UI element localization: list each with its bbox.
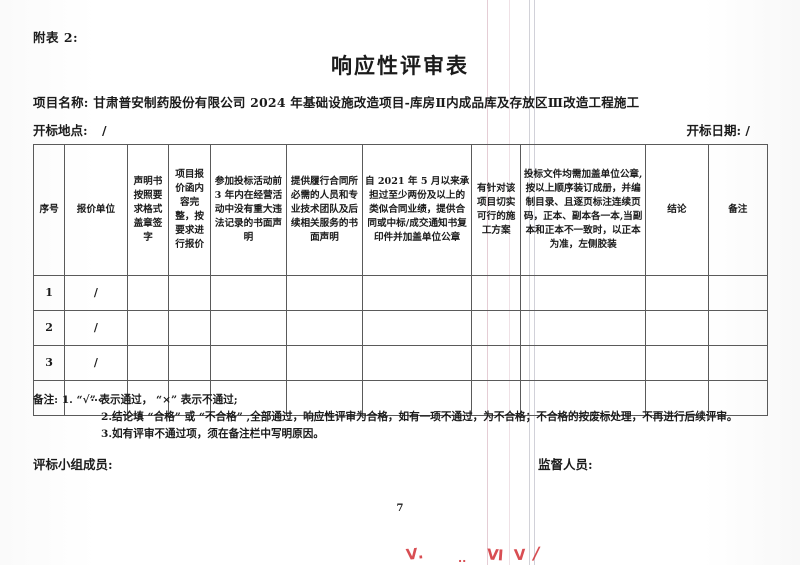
- notes-first-line: 备注: 1. “√” 表示通过， “×” 表示不通过;: [33, 392, 773, 409]
- cell-index: [32, 380, 66, 416]
- bid-date: 开标日期: /: [686, 120, 750, 139]
- column-header-remark: 备注: [707, 144, 769, 276]
- cell-unit[interactable]: /: [64, 275, 128, 311]
- cell-remark[interactable]: [707, 380, 769, 416]
- column-header-binding-requirements: 投标文件均需加盖单位公章,按以上顺序装订成册，并编制目录、且逐页标注连续页码，正…: [520, 144, 647, 276]
- table-body: 1 / 2 /: [32, 275, 769, 416]
- cell-no-illegal-record[interactable]: [209, 310, 287, 346]
- cell-no-illegal-record[interactable]: [209, 345, 287, 381]
- cell-binding-requirements[interactable]: [520, 275, 647, 311]
- column-header-statement-seal: 声明书按照要求格式盖章签字: [126, 144, 170, 276]
- cell-similar-contracts[interactable]: [361, 310, 473, 346]
- cell-personnel-team[interactable]: [285, 310, 363, 346]
- column-header-quotation-letter: 项目报价函内容完整，按要求进行报价: [168, 144, 211, 276]
- page-number: 7: [396, 503, 404, 514]
- table-row[interactable]: 3 /: [32, 345, 769, 381]
- cell-statement-seal[interactable]: [126, 310, 170, 346]
- responsiveness-review-table: 序号 报价单位 声明书按照要求格式盖章签字 项目报价函内容完整，按要求进行报价 …: [32, 144, 769, 416]
- column-header-no-illegal-record: 参加投标活动前 3 年内在经营活动中没有重大违法记录的书面声明: [209, 144, 287, 276]
- cell-unit[interactable]: …: [64, 380, 128, 416]
- project-name-value: 甘肃普安制药股份有限公司 2024 年基础设施改造项目-库房Ⅱ内成品库及存放区Ⅲ…: [93, 95, 640, 110]
- column-header-personnel-team: 提供履行合同所必需的人员和专业技术团队及后续相关服务的书面声明: [285, 144, 363, 276]
- bid-date-label: 开标日期:: [686, 123, 742, 138]
- bid-date-value: /: [745, 123, 750, 138]
- supervisor-label: 监督人员:: [538, 457, 593, 472]
- attachment-label: 附表 2:: [33, 30, 79, 45]
- cell-construction-plan[interactable]: [471, 275, 522, 311]
- cell-remark[interactable]: [707, 275, 769, 311]
- cell-no-illegal-record[interactable]: [209, 275, 287, 311]
- signature-row: 评标小组成员: 监督人员:: [33, 454, 733, 473]
- cell-unit[interactable]: /: [64, 345, 128, 381]
- notes-item-3: 3.如有评审不通过项，须在备注栏中写明原因。: [101, 428, 324, 441]
- table-header-row: 序号 报价单位 声明书按照要求格式盖章签字 项目报价函内容完整，按要求进行报价 …: [32, 144, 769, 276]
- cell-binding-requirements[interactable]: [520, 380, 647, 416]
- cell-binding-requirements[interactable]: [520, 310, 647, 346]
- cell-index: 2: [32, 310, 66, 346]
- cell-quotation-letter[interactable]: [168, 275, 211, 311]
- table-row[interactable]: 1 /: [32, 275, 769, 311]
- cell-conclusion[interactable]: [645, 275, 709, 311]
- bid-place-label: 开标地点:: [33, 123, 88, 138]
- cell-statement-seal[interactable]: [126, 345, 170, 381]
- column-header-conclusion: 结论: [645, 144, 709, 276]
- cell-index: 1: [32, 275, 66, 311]
- cell-quotation-letter[interactable]: [168, 310, 211, 346]
- cell-binding-requirements[interactable]: [520, 345, 647, 381]
- table-notes: 备注: 1. “√” 表示通过， “×” 表示不通过; 2.结论填 “合格” 或…: [33, 392, 773, 443]
- cell-remark[interactable]: [707, 345, 769, 381]
- cell-quotation-letter[interactable]: [168, 380, 211, 416]
- project-name-line: 项目名称: 甘肃普安制药股份有限公司 2024 年基础设施改造项目-库房Ⅱ内成品…: [33, 92, 639, 111]
- stamp-fragment-icon: Ⅵ: [486, 545, 505, 565]
- cell-quotation-letter[interactable]: [168, 345, 211, 381]
- cell-construction-plan[interactable]: [471, 310, 522, 346]
- stamp-fragment-icon: Ⅴ: [513, 545, 527, 565]
- red-stamp-fragments: Ⅴ. .. Ⅵ Ⅴ /: [0, 535, 800, 565]
- cell-statement-seal[interactable]: [126, 380, 170, 416]
- cell-construction-plan[interactable]: [471, 345, 522, 381]
- cell-personnel-team[interactable]: [285, 275, 363, 311]
- column-header-unit: 报价单位: [64, 144, 128, 276]
- notes-item-1: 1. “√” 表示通过， “×” 表示不通过;: [61, 394, 238, 406]
- cell-similar-contracts[interactable]: [361, 275, 473, 311]
- bid-place-value: /: [101, 123, 107, 138]
- cell-conclusion[interactable]: [645, 345, 709, 381]
- cell-remark[interactable]: [707, 310, 769, 346]
- cell-similar-contracts[interactable]: [361, 345, 473, 381]
- notes-item-2: 2.结论填 “合格” 或 “不合格” ,全部通过，响应性评审为合格，如有一项不通…: [101, 411, 738, 424]
- page-title: 响应性评审表: [331, 53, 469, 78]
- column-header-similar-contracts: 自 2021 年 5 月以来承担过至少两份及以上的类似合同业绩，提供合同或中标/…: [361, 144, 473, 276]
- stamp-fragment-icon: Ⅴ.: [405, 544, 425, 564]
- cell-conclusion[interactable]: [645, 380, 709, 416]
- cell-similar-contracts[interactable]: [361, 380, 473, 416]
- notes-label: 备注:: [33, 394, 59, 406]
- cell-index: 3: [32, 345, 66, 381]
- table-row[interactable]: …: [32, 380, 769, 416]
- stamp-fragment-icon: ..: [458, 552, 467, 565]
- cell-unit[interactable]: /: [64, 310, 128, 346]
- bid-place: 开标地点: /: [33, 120, 107, 139]
- cell-statement-seal[interactable]: [126, 275, 170, 311]
- cell-conclusion[interactable]: [645, 310, 709, 346]
- project-name-label: 项目名称:: [33, 95, 89, 110]
- stamp-fragment-icon: /: [531, 544, 541, 564]
- column-header-index: 序号: [32, 144, 66, 276]
- cell-personnel-team[interactable]: [285, 345, 363, 381]
- column-header-construction-plan: 有针对该项目切实可行的施工方案: [471, 144, 522, 276]
- evaluation-panel-label: 评标小组成员:: [33, 457, 113, 472]
- bid-meta-row: 开标地点: / 开标日期: /: [33, 120, 768, 139]
- table-row[interactable]: 2 /: [32, 310, 769, 346]
- cell-personnel-team[interactable]: [285, 380, 363, 416]
